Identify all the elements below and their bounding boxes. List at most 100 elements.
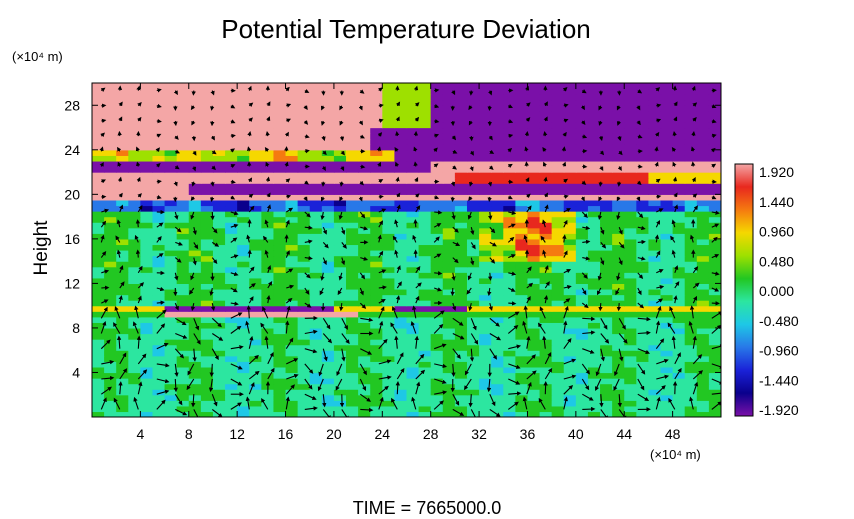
heatmap-cell [297,205,311,212]
wind-arrow [617,166,622,172]
heatmap-cell [515,405,529,413]
heatmap-cell [116,405,129,413]
wind-arrow [637,348,651,355]
heatmap-cell [406,266,420,273]
heatmap-cell [297,300,311,307]
wind-arrow [600,226,605,235]
heatmap-cell [551,138,565,145]
heatmap-cell [285,333,299,340]
heatmap-cell [636,138,650,145]
heatmap-cell [636,233,650,240]
heatmap-cell [309,94,323,101]
heatmap-cell [418,411,432,417]
heatmap-cell [297,294,311,301]
heatmap-cell [261,183,275,190]
heatmap-cell [539,183,553,190]
heatmap-cell [297,116,311,123]
heatmap-cell [551,211,565,218]
wind-arrow [526,381,532,395]
heatmap-cell [587,394,601,401]
heatmap-cell [140,261,154,268]
heatmap-cell [466,283,480,290]
wind-arrow [434,378,447,384]
heatmap-cell [660,172,674,179]
heatmap-cell [466,300,480,307]
heatmap-cell [370,394,383,401]
heatmap-cell [708,244,721,251]
heatmap-cell [152,105,166,112]
heatmap-cell [648,244,662,251]
heatmap-cell [503,250,516,257]
wind-arrow [264,249,269,258]
wind-arrow [452,257,459,264]
heatmap-cell [648,294,662,301]
heatmap-cell [346,88,359,95]
heatmap-cell [563,166,577,173]
heatmap-cell [225,350,238,357]
heatmap-cell [442,205,456,212]
heatmap-cell [684,116,698,123]
heatmap-cell [454,372,468,379]
heatmap-cell [587,366,601,374]
heatmap-cell [406,205,420,212]
heatmap-cell [104,222,117,229]
heatmap-cell [92,166,105,173]
heatmap-cell [551,216,565,223]
heatmap-cell [563,261,577,268]
heatmap-cell [539,88,553,95]
heatmap-cell [466,216,480,223]
wind-arrow [191,166,197,172]
heatmap-cell [418,405,432,413]
heatmap-cell [539,300,553,307]
colorbar-bar [734,163,754,417]
wind-arrow [655,338,665,350]
heatmap-cell [696,305,710,312]
heatmap-cell [624,300,637,307]
heatmap-cell [128,222,141,229]
heatmap-cell [430,138,444,145]
heatmap-cell [454,177,468,184]
heatmap-cell [515,383,529,390]
heatmap-cell [225,305,238,312]
heatmap-cell [503,255,516,262]
heatmap-cell [406,294,420,301]
heatmap-cell [708,83,721,90]
heatmap-cell [479,188,492,195]
heatmap-cell [648,127,662,134]
heatmap-cell [442,83,456,90]
heatmap-cell [442,166,456,173]
heatmap-cell [104,194,117,201]
heatmap-cell [333,339,347,346]
heatmap-cell [442,405,456,413]
heatmap-cell [333,177,347,184]
heatmap-cell [624,216,637,223]
wind-arrow [390,322,398,334]
heatmap-cell [140,183,154,190]
heatmap-cell [285,133,299,140]
heatmap-cell [600,389,613,396]
heatmap-cell [696,378,710,385]
heatmap-cell [249,133,262,140]
heatmap-cell [442,266,456,273]
wind-arrow [434,195,440,200]
heatmap-cell [104,294,117,301]
heatmap-cell [503,227,516,234]
heatmap-cell [261,172,275,179]
heatmap-cell [370,205,383,212]
heatmap-cell [454,110,468,117]
heatmap-cell [92,199,105,207]
wind-arrow [248,382,255,395]
heatmap-cell [116,350,129,357]
heatmap-cell [200,88,214,95]
heatmap-cell [708,88,721,95]
heatmap-cell [249,378,262,385]
heatmap-cell [212,250,226,257]
heatmap-cell [200,216,214,223]
heatmap-cell [128,211,141,218]
heatmap-cell [587,155,601,162]
wind-arrow [395,101,401,107]
heatmap-cell [648,133,662,140]
heatmap-cell [394,199,408,207]
heatmap-cell [551,355,565,362]
heatmap-cell [587,305,601,312]
